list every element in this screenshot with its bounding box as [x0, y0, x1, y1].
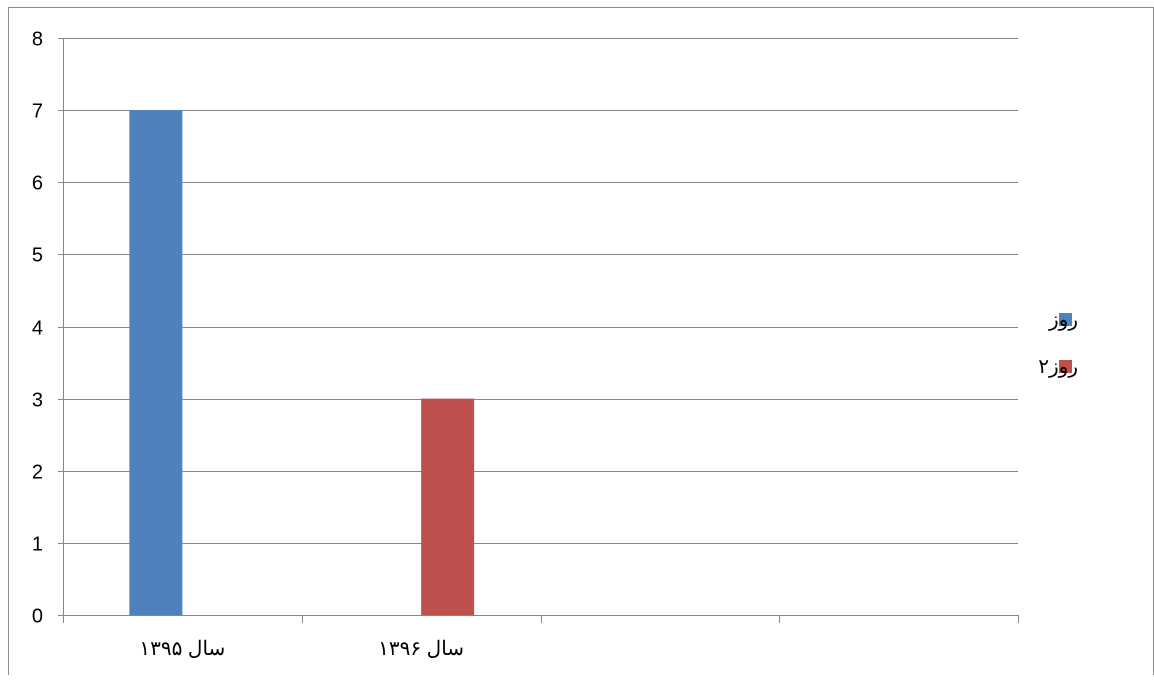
- x-tick-label: سال ۱۳۹۵: [139, 638, 225, 660]
- y-tick-label: 2: [32, 462, 43, 484]
- bar: [129, 110, 183, 615]
- bar: [421, 398, 475, 615]
- y-tick-label: 0: [32, 606, 43, 628]
- y-tick-label: 8: [32, 29, 43, 51]
- y-tick-label: 7: [32, 101, 43, 123]
- legend-swatch: [1059, 360, 1072, 373]
- gridlines: [58, 38, 1018, 544]
- legend-label: روز۲: [1038, 356, 1078, 378]
- y-tick-label: 1: [32, 534, 43, 556]
- bars: [129, 110, 475, 615]
- y-tick-label: 3: [32, 390, 43, 412]
- legend: روز روز۲: [1038, 309, 1078, 378]
- y-tick-label: 5: [32, 245, 43, 267]
- axes: 0 1 2 3 4 5 6 7 8 سال ۱۳۹۵ سال ۱۳۹۶: [32, 29, 1019, 660]
- y-tick-label: 4: [32, 318, 43, 340]
- legend-swatch: [1059, 313, 1072, 326]
- x-tick-label: سال ۱۳۹۶: [378, 638, 464, 660]
- legend-label: روز: [1048, 309, 1078, 331]
- y-tick-label: 6: [32, 173, 43, 195]
